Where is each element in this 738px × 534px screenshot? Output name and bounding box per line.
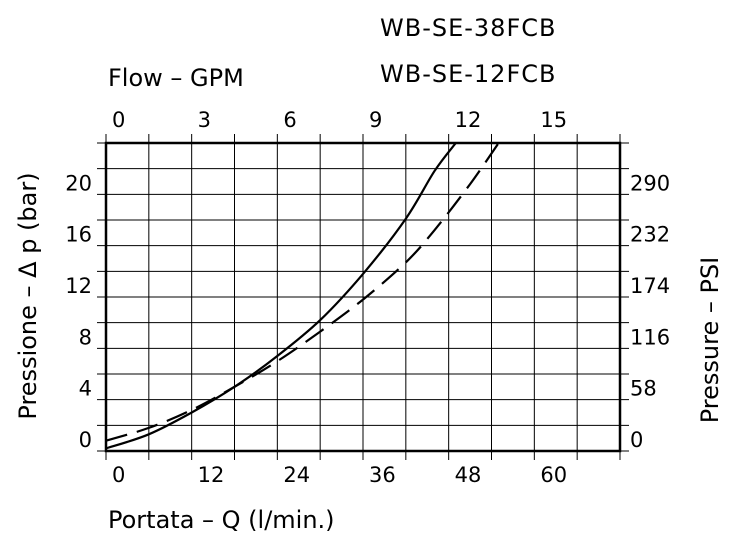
y-right-tick-label: 174: [630, 274, 670, 298]
series-line-dashed: [105, 142, 500, 442]
x-bottom-tick-label: 0: [112, 463, 125, 487]
y-left-axis-title: Pressione – Δ p (bar): [14, 172, 42, 419]
x-top-axis-title: Flow – GPM: [108, 64, 244, 92]
x-bottom-tick-label: 12: [198, 463, 225, 487]
y-left-tick-label: 8: [79, 325, 92, 349]
x-bottom-tick-label: 24: [283, 463, 310, 487]
x-bottom-axis-title: Portata – Q (l/min.): [108, 506, 335, 534]
x-top-tick-label: 3: [198, 108, 211, 132]
x-top-tick-label: 15: [540, 108, 567, 132]
x-top-tick-label: 9: [369, 108, 382, 132]
y-left-tick-label: 4: [79, 377, 92, 401]
x-bottom-tick-label: 48: [455, 463, 482, 487]
series-group: [105, 142, 500, 450]
y-right-axis-title: Pressure – PSI: [696, 257, 724, 424]
x-top-tick-label: 12: [455, 108, 482, 132]
y-right-tick-label: 116: [630, 325, 670, 349]
y-left-tick-label: 0: [79, 428, 92, 452]
y-right-tick-label: 0: [630, 428, 643, 452]
y-left-tick-label: 20: [65, 171, 92, 195]
tick-labels: 0 12 24 36 48 600 3 6 9 12 15048121620058116174232…: [65, 108, 670, 487]
x-top-tick-label: 0: [112, 108, 125, 132]
series-line-solid: [105, 142, 457, 450]
x-bottom-tick-label: 60: [540, 463, 567, 487]
y-right-tick-label: 290: [630, 171, 670, 195]
y-left-tick-label: 12: [65, 274, 92, 298]
y-right-tick-label: 232: [630, 223, 670, 247]
y-left-tick-label: 16: [65, 223, 92, 247]
x-top-tick-label: 6: [283, 108, 296, 132]
model-label-2: WB-SE-12FCB: [380, 60, 556, 88]
y-right-tick-label: 58: [630, 377, 657, 401]
grid: [97, 134, 629, 460]
plot-frame: [104, 141, 622, 453]
model-label-1: WB-SE-38FCB: [380, 14, 556, 42]
x-bottom-tick-label: 36: [369, 463, 396, 487]
